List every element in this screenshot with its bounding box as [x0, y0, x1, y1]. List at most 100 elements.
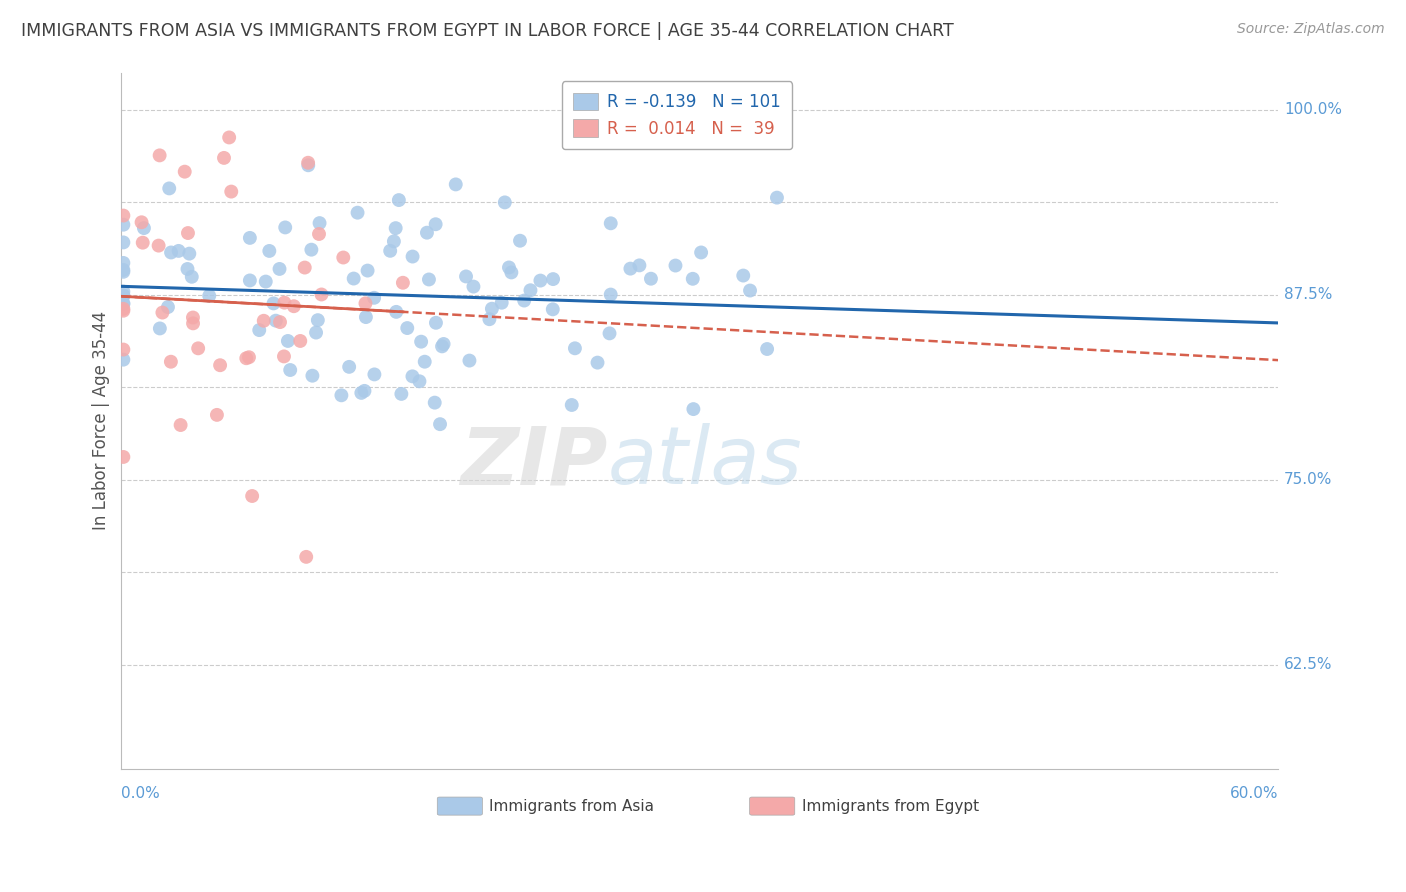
Point — [173, 164, 195, 178]
Text: 75.0%: 75.0% — [1284, 473, 1333, 487]
Point — [586, 356, 609, 370]
Point — [411, 334, 433, 349]
Point — [481, 301, 503, 316]
Point — [311, 287, 333, 301]
Point — [219, 185, 242, 199]
Point — [253, 314, 276, 328]
Point — [112, 450, 135, 464]
FancyBboxPatch shape — [749, 797, 794, 815]
Point — [444, 178, 467, 192]
Point — [429, 417, 451, 432]
Point — [346, 205, 368, 219]
Point — [278, 363, 301, 377]
Point — [401, 250, 423, 264]
Point — [478, 312, 501, 326]
Point — [112, 209, 135, 223]
Point — [112, 303, 135, 318]
Point — [494, 195, 516, 210]
Point — [112, 256, 135, 270]
Point — [382, 235, 405, 249]
Point — [112, 288, 135, 302]
Point — [343, 271, 366, 285]
Point — [297, 158, 319, 172]
Point — [112, 235, 135, 250]
Text: 62.5%: 62.5% — [1284, 657, 1333, 673]
Point — [413, 354, 436, 368]
Point — [356, 263, 378, 277]
Point — [247, 323, 270, 337]
Point — [218, 130, 240, 145]
Point — [363, 291, 385, 305]
Point — [263, 296, 285, 310]
Point — [297, 155, 319, 169]
Point — [264, 313, 287, 327]
Point — [308, 216, 330, 230]
Point — [273, 295, 295, 310]
Point — [564, 341, 586, 355]
Point — [181, 317, 204, 331]
Point — [209, 358, 232, 372]
Point — [599, 287, 621, 301]
Point — [425, 217, 447, 231]
Point — [388, 193, 411, 207]
Point — [112, 301, 135, 316]
Point — [269, 262, 291, 277]
Text: IMMIGRANTS FROM ASIA VS IMMIGRANTS FROM EGYPT IN LABOR FORCE | AGE 35-44 CORRELA: IMMIGRANTS FROM ASIA VS IMMIGRANTS FROM … — [21, 22, 953, 40]
Point — [541, 272, 564, 286]
Point — [392, 276, 415, 290]
Point — [664, 259, 686, 273]
Point — [254, 275, 277, 289]
Point — [148, 238, 170, 252]
Point — [599, 326, 621, 341]
Point — [541, 302, 564, 317]
Point — [350, 385, 373, 400]
Point — [299, 243, 322, 257]
Point — [277, 334, 299, 348]
Point — [384, 221, 406, 235]
Text: 60.0%: 60.0% — [1230, 787, 1278, 801]
Text: 87.5%: 87.5% — [1284, 287, 1333, 302]
Point — [330, 388, 353, 402]
Text: Immigrants from Egypt: Immigrants from Egypt — [801, 798, 979, 814]
Point — [269, 315, 291, 329]
Point — [295, 549, 318, 564]
Point — [733, 268, 755, 283]
Point — [187, 342, 209, 356]
Point — [112, 289, 135, 303]
Point — [425, 316, 447, 330]
Point — [599, 216, 621, 230]
Point — [176, 262, 198, 277]
Point — [160, 355, 183, 369]
Point — [177, 226, 200, 240]
Y-axis label: In Labor Force | Age 35-44: In Labor Force | Age 35-44 — [93, 311, 110, 531]
Point — [529, 274, 551, 288]
Point — [640, 271, 662, 285]
Point — [181, 310, 204, 325]
Point — [416, 226, 439, 240]
Point — [198, 289, 221, 303]
Point — [766, 191, 789, 205]
Point — [273, 350, 295, 364]
Point — [149, 148, 172, 162]
Point — [169, 417, 191, 432]
Point — [240, 489, 263, 503]
Point — [212, 151, 235, 165]
Point — [132, 221, 155, 235]
Point — [290, 334, 312, 348]
Point — [389, 387, 412, 401]
Point — [401, 369, 423, 384]
Point — [408, 374, 430, 388]
Point — [363, 368, 385, 382]
Point — [385, 305, 408, 319]
Point — [235, 351, 257, 366]
Point — [294, 260, 316, 275]
Text: atlas: atlas — [607, 424, 801, 501]
Point — [463, 279, 485, 293]
Point — [274, 220, 297, 235]
Point — [112, 297, 135, 311]
Point — [756, 342, 779, 356]
Point — [238, 350, 260, 364]
Point — [112, 285, 135, 299]
Point — [423, 395, 446, 409]
Point — [458, 353, 481, 368]
